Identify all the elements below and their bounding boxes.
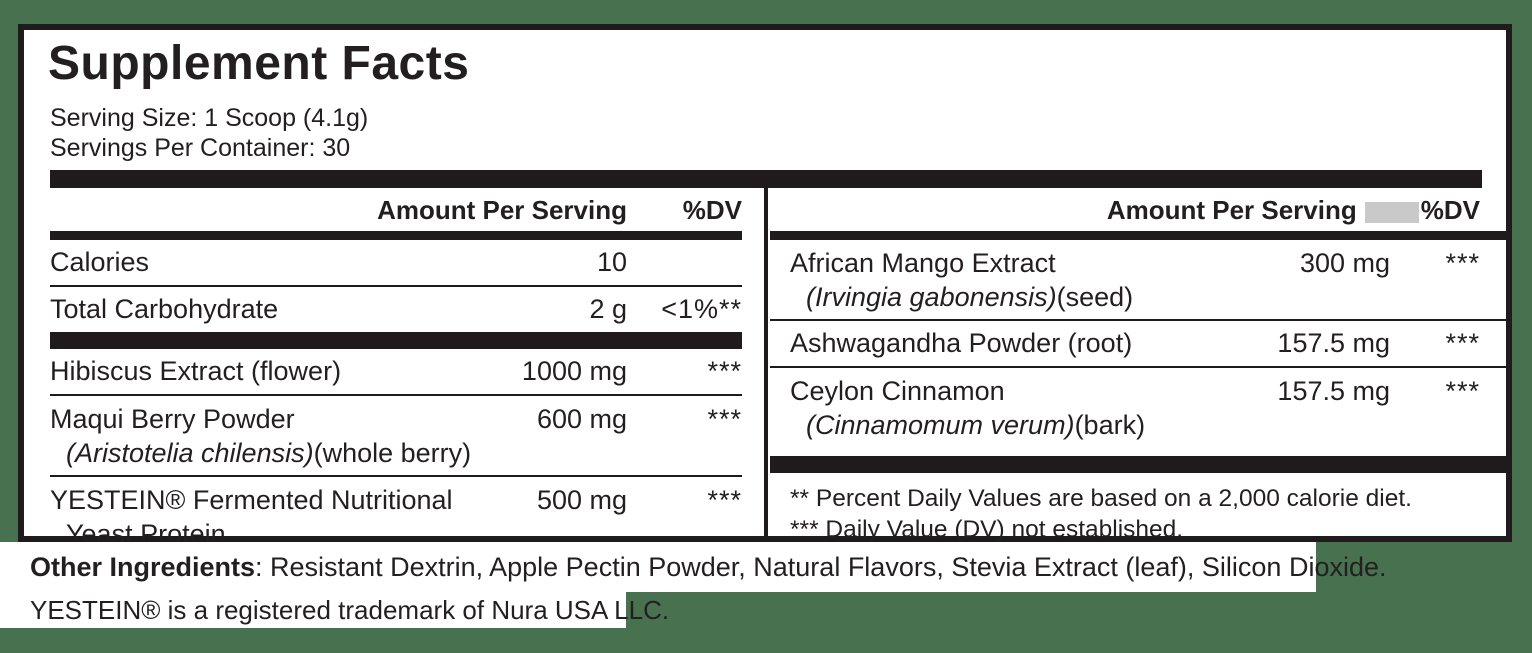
row-dv: *** [707, 356, 742, 386]
other-ingredients-line: Other Ingredients: Resistant Dextrin, Ap… [0, 552, 1387, 583]
row-name: Ceylon Cinnamon [790, 376, 1005, 406]
panel-title: Supplement Facts [48, 37, 470, 90]
right-column-header: Amount Per Serving %DV [770, 190, 1506, 240]
row-name: YESTEIN® Fermented Nutritional [50, 485, 453, 515]
table-row-ashwagandha: Ashwagandha Powder (root) 157.5 mg *** [770, 319, 1506, 366]
redacted-percent-box [1364, 202, 1419, 223]
right-column: Amount Per Serving %DV African Mango Ext… [770, 190, 1506, 545]
left-column: Amount Per Serving %DV Calories 10 Total… [50, 190, 742, 556]
table-row-hibiscus-extract: Hibiscus Extract (flower) 1000 mg *** [50, 349, 742, 394]
table-row-maqui-berry: Maqui Berry Powder 600 mg *** (Aristotel… [50, 394, 742, 475]
row-amount: 10 [596, 247, 627, 277]
serving-size: Serving Size: 1 Scoop (4.1g) [50, 104, 369, 132]
row-amount: 1000 mg [521, 356, 627, 386]
other-ingredients-strip: Other Ingredients: Resistant Dextrin, Ap… [0, 542, 1387, 592]
other-ingredients-list: : Resistant Dextrin, Apple Pectin Powder… [255, 551, 1387, 582]
section-divider-bar [770, 456, 1506, 473]
table-row-calories: Calories 10 [50, 240, 742, 285]
amount-per-serving-header: Amount Per Serving [1106, 195, 1357, 225]
row-dv: *** [707, 404, 742, 434]
row-amount: 157.5 mg [1277, 376, 1390, 406]
row-dv: *** [1445, 248, 1480, 278]
row-botanical-name: (Cinnamomum verum)(bark) [806, 410, 1146, 440]
table-row-ceylon-cinnamon: Ceylon Cinnamon 157.5 mg *** (Cinnamomum… [770, 366, 1506, 447]
footnotes: ** Percent Daily Values are based on a 2… [770, 473, 1506, 545]
row-amount: 600 mg [536, 404, 627, 434]
column-divider [764, 188, 768, 536]
row-dv: *** [1445, 376, 1480, 406]
servings-per-container: Servings Per Container: 30 [50, 134, 351, 162]
top-divider-bar [50, 170, 1482, 188]
dv-header: %DV [682, 195, 742, 225]
footnote-dv-not-established: *** Daily Value (DV) not established. [790, 516, 1184, 543]
left-column-header: Amount Per Serving %DV [50, 190, 742, 240]
row-name: Total Carbohydrate [50, 294, 279, 324]
row-amount: 2 g [589, 294, 627, 324]
amount-per-serving-header: Amount Per Serving [377, 195, 627, 225]
supplement-facts-panel: Supplement Facts Serving Size: 1 Scoop (… [18, 24, 1512, 549]
row-dv: *** [707, 485, 742, 515]
row-amount: 157.5 mg [1277, 328, 1390, 358]
dv-header: %DV [1420, 195, 1480, 225]
section-divider-bar [50, 332, 742, 349]
row-amount: 500 mg [536, 485, 627, 515]
row-dv: <1%** [661, 294, 742, 324]
row-name: Maqui Berry Powder [50, 404, 295, 434]
table-row-total-carbohydrate: Total Carbohydrate 2 g <1%** [50, 285, 742, 332]
row-name: African Mango Extract [790, 248, 1056, 278]
row-name: Ashwagandha Powder (root) [790, 328, 1133, 358]
row-name: Hibiscus Extract (flower) [50, 356, 342, 386]
trademark-note: YESTEIN® is a registered trademark of Nu… [30, 594, 670, 625]
other-ingredients-label: Other Ingredients [30, 551, 256, 582]
row-name: Calories [50, 247, 150, 277]
table-row-african-mango: African Mango Extract 300 mg *** (Irving… [770, 240, 1506, 319]
trademark-strip: YESTEIN® is a registered trademark of Nu… [0, 592, 669, 628]
row-amount: 300 mg [1299, 248, 1390, 278]
row-botanical-name: (Aristotelia chilensis)(whole berry) [66, 438, 472, 468]
footnote-percent-dv: ** Percent Daily Values are based on a 2… [790, 485, 1412, 512]
row-dv: *** [1445, 328, 1480, 358]
row-botanical-name: (Irvingia gabonensis)(seed) [806, 282, 1134, 312]
